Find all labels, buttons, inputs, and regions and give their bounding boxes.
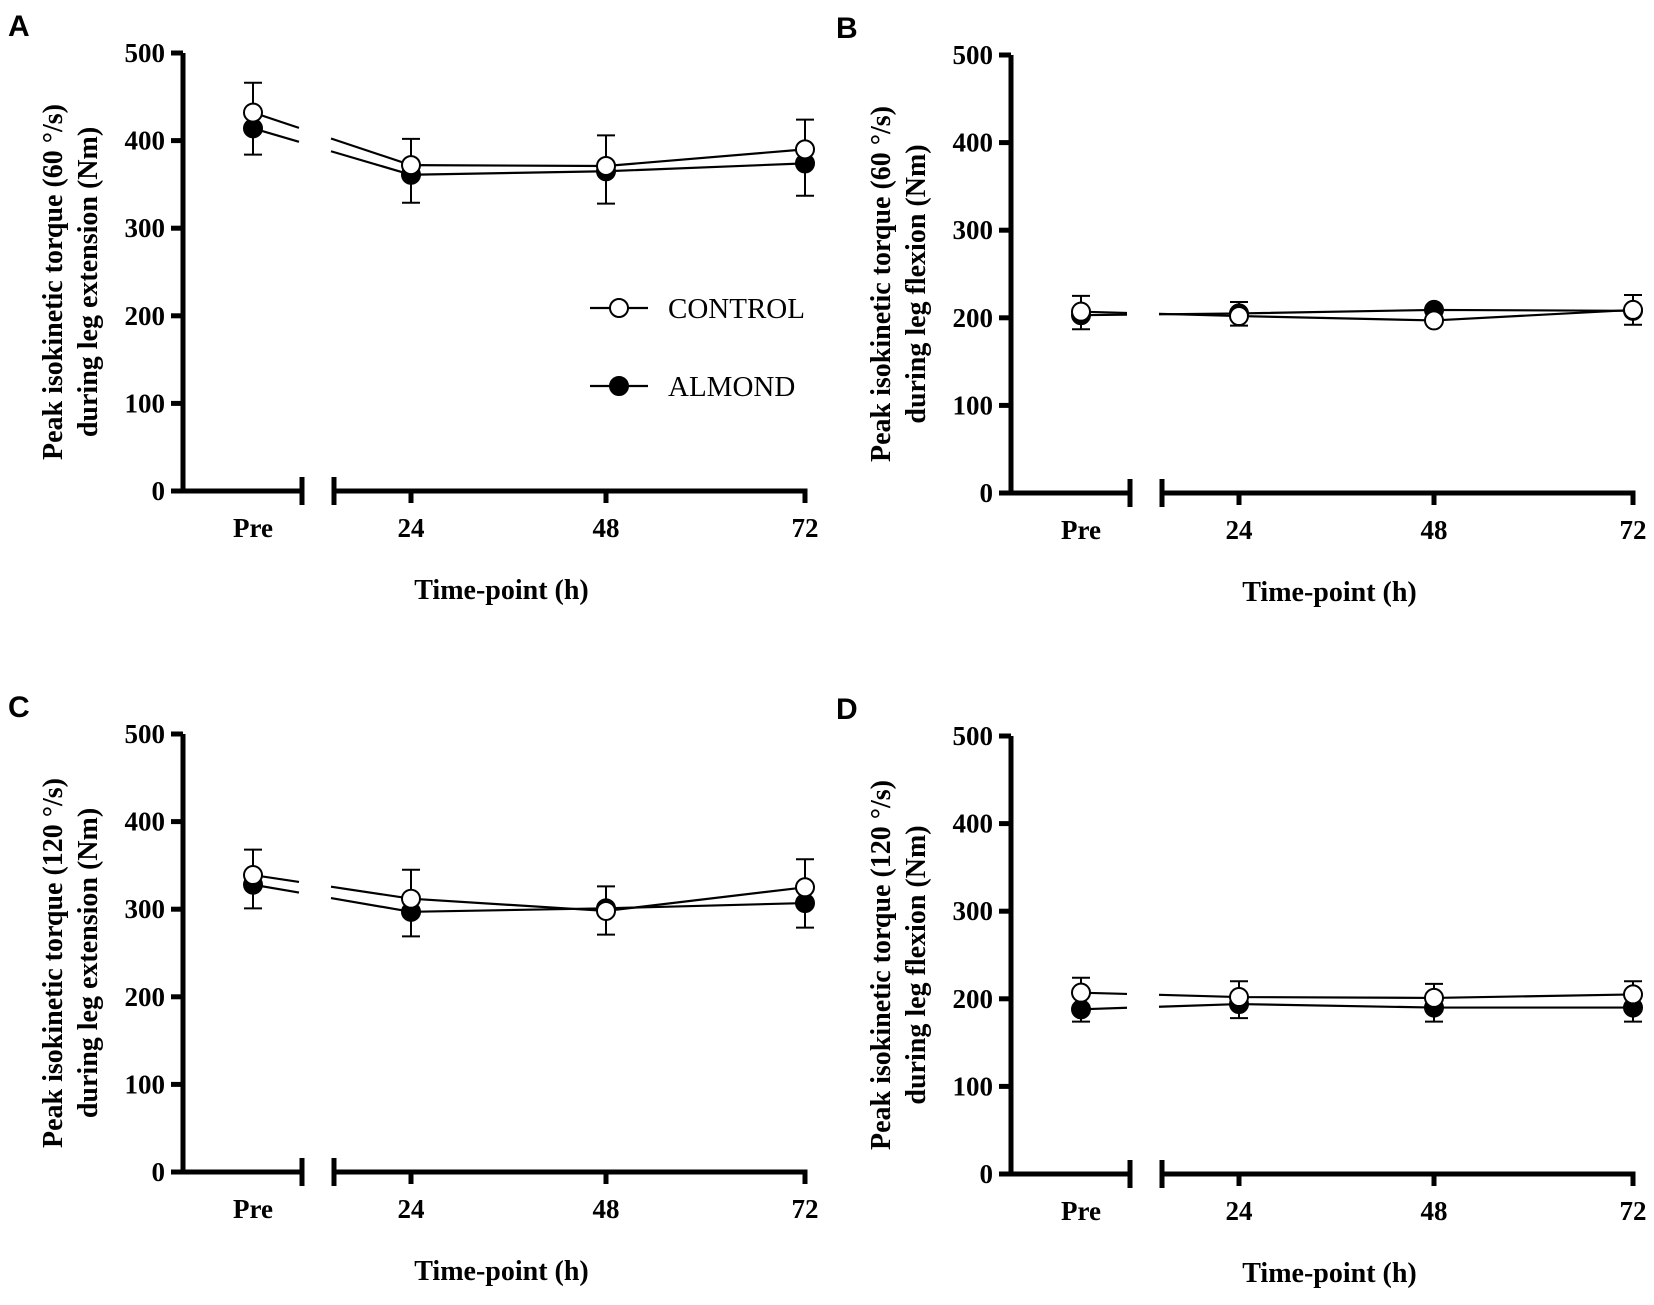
panel-b-letter: B: [836, 12, 858, 45]
panel-a-y-axis-title-line2: during leg extension (Nm): [73, 127, 104, 437]
panel-a-y-tick-label: 100: [125, 388, 166, 418]
panel-a-x-tick-label: 24: [398, 513, 425, 543]
panel-c-y-axis-title-line1: Peak isokinetic torque (120 °/s): [38, 778, 69, 1148]
panel-c-control-point: [401, 888, 421, 909]
panel-d-almond-line: [1158, 1002, 1633, 1009]
legend-marker-control: [609, 298, 629, 318]
panel-c-x-tick-label: 24: [398, 1194, 425, 1224]
panel-b-control-point: [1623, 299, 1643, 320]
panel-d-y-tick-label: 300: [953, 896, 994, 926]
panel-b-y-tick-label: 300: [953, 215, 994, 245]
panel-c-y-tick-label: 400: [125, 807, 166, 837]
panel-a-y-tick-label: 500: [125, 38, 166, 68]
panel-b-y-tick-label: 200: [953, 303, 994, 333]
panel-b-y-tick-label: 400: [953, 128, 994, 158]
panel-d-y-tick-label: 500: [953, 721, 994, 751]
panel-c-almond-line: [330, 896, 806, 913]
panel-d-y-tick-label: 100: [953, 1071, 994, 1101]
panel-c-control-point: [243, 865, 263, 886]
panel-d-y-tick-label: 200: [953, 984, 994, 1014]
panel-a-control-point: [596, 156, 616, 177]
panel-d-x-tick-label: Pre: [1061, 1196, 1101, 1226]
panel-c: C 0 100 200 300 400 500 Pre 24 48 72 Time-point (h)…: [8, 691, 819, 1287]
panel-b-y-tick-label: 500: [953, 40, 994, 70]
panel-d-x-tick-label: 72: [1620, 1196, 1647, 1226]
panel-d-control-line: [1158, 993, 1634, 1000]
panel-b-x-tick-label: 24: [1226, 515, 1253, 545]
panel-c-y-axis-title-line2: during leg extension (Nm): [73, 808, 104, 1118]
panel-a-x-tick-label: 72: [792, 513, 819, 543]
panel-d-x-axis-title: Time-point (h): [1242, 1258, 1417, 1289]
panel-c-x-tick-label: 48: [593, 1194, 620, 1224]
panel-b-x-tick-label: 48: [1421, 515, 1448, 545]
panel-b-control-point: [1424, 310, 1444, 331]
panel-d-control-point: [1424, 987, 1444, 1008]
panel-c-control-line: [330, 885, 806, 913]
panel-d-y-axis-title-line1: Peak isokinetic torque (120 °/s): [866, 780, 897, 1150]
panel-a-letter: A: [8, 10, 30, 43]
panel-a-y-tick-label: 300: [125, 213, 166, 243]
panel-b-x-axis-title: Time-point (h): [1242, 577, 1417, 608]
panel-c-control-point: [795, 877, 815, 898]
legend-marker-almond: [609, 376, 629, 396]
panel-d-y-tick-label: 400: [953, 809, 994, 839]
panel-d: D 0 100 200 300 400 500 Pre 24 48 72 Time-point (h)…: [836, 693, 1647, 1289]
panel-c-x-axis-title: Time-point (h): [414, 1256, 589, 1287]
panel-d-control-point: [1071, 982, 1091, 1003]
panel-c-y-tick-label: 300: [125, 894, 166, 924]
panel-a-almond-line: [330, 150, 806, 176]
panel-b-y-tick-label: 0: [980, 478, 994, 508]
panel-c-x-tick-label: Pre: [233, 1194, 273, 1224]
panel-a-control-point: [243, 102, 263, 123]
panel-c-control-point: [596, 900, 616, 921]
legend-label-almond: ALMOND: [668, 371, 795, 403]
panel-d-letter: D: [836, 693, 858, 726]
panel-b-x-tick-label: Pre: [1061, 515, 1101, 545]
panel-b-almond-line: [1158, 308, 1634, 316]
panel-a-x-tick-label: 48: [593, 513, 620, 543]
panel-b: B 0 100 200 300 400 500 Pre 24 48 72 Time-point (h)…: [836, 12, 1647, 608]
panel-a: A 0 100 200 300 400 500 Pre 24 48 72 Time-point (h)…: [8, 10, 819, 606]
panel-d-y-axis-title-line2: during leg flexion (Nm): [901, 825, 932, 1104]
panel-c-letter: C: [8, 691, 30, 724]
panel-b-x-tick-label: 72: [1620, 515, 1647, 545]
panel-a-x-axis-title: Time-point (h): [414, 575, 589, 606]
panel-b-control-point: [1229, 306, 1249, 327]
panel-a-x-tick-label: Pre: [233, 513, 273, 543]
panel-b-y-tick-label: 100: [953, 390, 994, 420]
panel-d-x-tick-label: 48: [1421, 1196, 1448, 1226]
panel-b-y-axis-title-line2: during leg flexion (Nm): [901, 144, 932, 423]
panel-a-y-tick-label: 400: [125, 126, 166, 156]
panel-b-y-axis-title-line1: Peak isokinetic torque (60 °/s): [866, 106, 897, 462]
panel-d-control-point: [1229, 987, 1249, 1008]
panel-a-control-line: [330, 137, 806, 168]
panel-c-y-tick-label: 200: [125, 982, 166, 1012]
panel-a-y-tick-label: 200: [125, 301, 166, 331]
panel-b-control-point: [1071, 301, 1091, 322]
panel-a-control-point: [401, 155, 421, 176]
panel-c-x-tick-label: 72: [792, 1194, 819, 1224]
panel-c-y-tick-label: 100: [125, 1069, 166, 1099]
panel-d-control-point: [1623, 984, 1643, 1005]
panel-c-y-tick-label: 500: [125, 719, 166, 749]
panel-a-y-tick-label: 0: [152, 476, 166, 506]
panel-a-y-axis-title-line1: Peak isokinetic torque (60 °/s): [38, 104, 69, 460]
legend-label-control: CONTROL: [668, 293, 805, 325]
panel-d-y-tick-label: 0: [980, 1159, 994, 1189]
panel-d-almond-point: [1071, 999, 1091, 1020]
panel-d-x-tick-label: 24: [1226, 1196, 1253, 1226]
panel-a-control-point: [795, 139, 815, 160]
panel-c-y-tick-label: 0: [152, 1157, 166, 1187]
